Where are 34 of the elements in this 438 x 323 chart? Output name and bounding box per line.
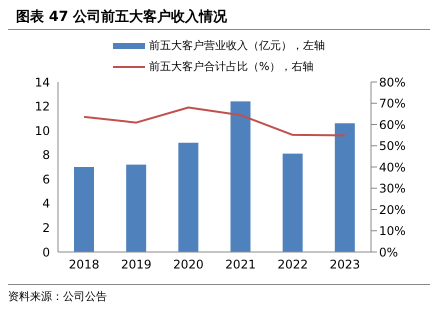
y2-tick-label: 50% <box>379 139 406 154</box>
y2-tick-label: 80% <box>379 75 406 90</box>
line-series <box>83 106 346 136</box>
y-tick-label: 8 <box>42 148 50 162</box>
y2-tick-label: 10% <box>379 224 406 238</box>
y2-tick-label: 40% <box>379 160 406 174</box>
x-tick-label: 2022 <box>277 258 308 272</box>
bar <box>74 167 94 252</box>
y2-tick-label: 60% <box>379 118 406 132</box>
y-tick-label: 2 <box>42 220 50 235</box>
text: 资料来源：公司公告 <box>8 289 108 304</box>
chart-title: 图表 47 公司前五大客户收入情况 <box>8 8 430 30</box>
bar <box>282 154 303 252</box>
y2-tick-label: 30% <box>379 182 406 196</box>
bar <box>230 101 250 252</box>
legend-label: 前五大客户合计占比（%），右轴 <box>149 59 314 74</box>
y-tick-label: 10 <box>34 124 50 138</box>
y2-tick-label: 0% <box>379 245 398 260</box>
y-tick-label: 0 <box>42 245 50 260</box>
y2-tick-label: 20% <box>379 202 406 217</box>
x-tick-label: 2018 <box>68 258 100 272</box>
x-tick-label: 2021 <box>225 258 256 272</box>
bar <box>334 123 355 252</box>
legend-label: 前五大客户营业收入（亿元），左轴 <box>149 38 325 53</box>
y-tick-label: 4 <box>42 196 50 211</box>
bar <box>126 164 146 252</box>
y-tick-label: 14 <box>34 75 50 90</box>
y2-tick-label: 70% <box>379 96 406 111</box>
y-tick-label: 12 <box>34 100 50 114</box>
bar <box>178 142 198 252</box>
x-tick-label: 2019 <box>120 258 152 272</box>
y-tick-label: 6 <box>42 172 50 186</box>
x-tick-label: 2023 <box>330 258 360 272</box>
x-tick-label: 2020 <box>173 258 204 272</box>
